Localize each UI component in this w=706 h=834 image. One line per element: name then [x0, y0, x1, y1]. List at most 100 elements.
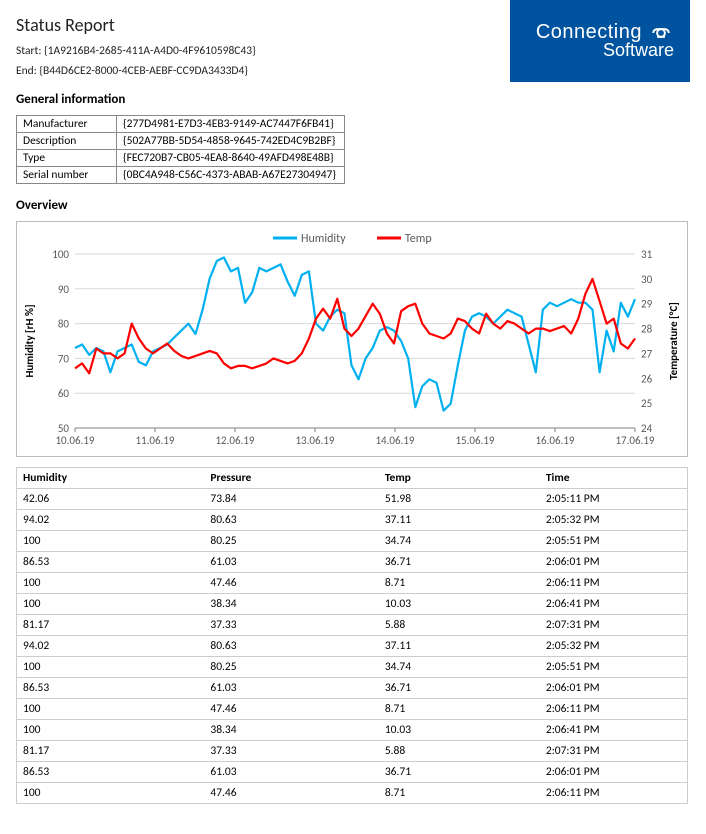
table-cell: 80.25: [204, 531, 378, 552]
table-cell: 47.46: [204, 783, 378, 804]
table-cell: 2:06:11 PM: [540, 573, 688, 594]
table-cell: 2:05:32 PM: [540, 510, 688, 531]
section-overview: Overview: [16, 198, 690, 213]
start-value: {1A9216B4-2685-411A-A4D0-4F9610598C43}: [44, 44, 256, 58]
table-cell: 61.03: [204, 678, 378, 699]
table-cell: 2:05:32 PM: [540, 636, 688, 657]
end-label: End:: [16, 64, 37, 78]
table-row: 10038.3410.032:06:41 PM: [17, 720, 688, 741]
table-row: 10047.468.712:06:11 PM: [17, 699, 688, 720]
table-row: 81.1737.335.882:07:31 PM: [17, 615, 688, 636]
table-cell: 2:05:51 PM: [540, 531, 688, 552]
table-cell: 47.46: [204, 699, 378, 720]
table-cell: 2:06:01 PM: [540, 762, 688, 783]
table-row: 86.5361.0336.712:06:01 PM: [17, 678, 688, 699]
table-cell: 5.88: [379, 615, 540, 636]
table-row: 81.1737.335.882:07:31 PM: [17, 741, 688, 762]
table-cell: 36.71: [379, 762, 540, 783]
table-cell: 8.71: [379, 783, 540, 804]
table-row: 86.5361.0336.712:06:01 PM: [17, 552, 688, 573]
table-cell: 2:05:11 PM: [540, 489, 688, 510]
table-cell: 10.03: [379, 720, 540, 741]
table-cell: 86.53: [17, 678, 205, 699]
table-cell: 51.98: [379, 489, 540, 510]
info-value: {277D4981-E7D3-4EB3-9149-AC7447F6FB41}: [117, 116, 345, 133]
svg-text:28: 28: [641, 323, 653, 336]
table-cell: 2:06:01 PM: [540, 678, 688, 699]
table-header: Humidity: [17, 468, 205, 489]
data-table: HumidityPressureTempTime42.0673.8451.982…: [16, 467, 688, 804]
table-cell: 2:06:11 PM: [540, 783, 688, 804]
logo-line2: Software: [603, 40, 674, 61]
info-label: Type: [17, 150, 117, 167]
info-label: Description: [17, 133, 117, 150]
table-cell: 94.02: [17, 636, 205, 657]
table-cell: 10.03: [379, 594, 540, 615]
svg-text:26: 26: [641, 372, 653, 385]
table-cell: 34.74: [379, 531, 540, 552]
svg-text:29: 29: [641, 298, 653, 311]
table-cell: 73.84: [204, 489, 378, 510]
table-cell: 100: [17, 531, 205, 552]
link-icon: [648, 24, 674, 42]
brand-logo: Connecting Software: [510, 0, 690, 82]
info-row: Type{FEC720B7-CB05-4EA8-8640-49AFD498E48…: [17, 150, 345, 167]
svg-text:80: 80: [58, 318, 70, 331]
table-row: 10047.468.712:06:11 PM: [17, 783, 688, 804]
info-row: Serial number{0BC4A948-C56C-4373-ABAB-A6…: [17, 167, 345, 184]
svg-text:100: 100: [52, 248, 69, 261]
table-header: Time: [540, 468, 688, 489]
table-cell: 80.63: [204, 510, 378, 531]
info-value: {502A77BB-5D54-4858-9645-742ED4C9B2BF}: [117, 133, 345, 150]
svg-text:10.06.19: 10.06.19: [55, 434, 94, 447]
table-cell: 2:06:41 PM: [540, 594, 688, 615]
info-value: {FEC720B7-CB05-4EA8-8640-49AFD498E48B}: [117, 150, 345, 167]
end-value: {B44D6CE2-8000-4CEB-AEBF-CC9DA3433D4}: [39, 64, 248, 78]
svg-text:17.06.19: 17.06.19: [615, 434, 654, 447]
svg-text:60: 60: [58, 387, 70, 400]
table-cell: 94.02: [17, 510, 205, 531]
svg-text:70: 70: [58, 352, 70, 365]
table-row: 86.5361.0336.712:06:01 PM: [17, 762, 688, 783]
svg-text:Temperature [°C]: Temperature [°C]: [667, 302, 680, 380]
table-cell: 86.53: [17, 552, 205, 573]
table-cell: 100: [17, 783, 205, 804]
table-cell: 34.74: [379, 657, 540, 678]
table-header: Temp: [379, 468, 540, 489]
table-cell: 100: [17, 573, 205, 594]
table-cell: 81.17: [17, 615, 205, 636]
svg-text:16.06.19: 16.06.19: [535, 434, 574, 447]
table-cell: 100: [17, 720, 205, 741]
section-general: General information: [16, 92, 690, 107]
info-row: Description{502A77BB-5D54-4858-9645-742E…: [17, 133, 345, 150]
table-cell: 80.25: [204, 657, 378, 678]
info-value: {0BC4A948-C56C-4373-ABAB-A67E27304947}: [117, 167, 345, 184]
table-header-row: HumidityPressureTempTime: [17, 468, 688, 489]
svg-text:27: 27: [641, 347, 653, 360]
info-label: Serial number: [17, 167, 117, 184]
table-row: 94.0280.6337.112:05:32 PM: [17, 510, 688, 531]
svg-text:90: 90: [58, 283, 70, 296]
table-cell: 2:07:31 PM: [540, 741, 688, 762]
table-cell: 100: [17, 699, 205, 720]
table-row: 10080.2534.742:05:51 PM: [17, 657, 688, 678]
svg-text:25: 25: [641, 397, 652, 410]
svg-text:11.06.19: 11.06.19: [135, 434, 174, 447]
table-row: 10038.3410.032:06:41 PM: [17, 594, 688, 615]
table-cell: 37.11: [379, 510, 540, 531]
table-row: 94.0280.6337.112:05:32 PM: [17, 636, 688, 657]
svg-text:30: 30: [641, 273, 653, 286]
svg-text:31: 31: [641, 248, 653, 261]
table-cell: 47.46: [204, 573, 378, 594]
table-cell: 8.71: [379, 699, 540, 720]
table-cell: 61.03: [204, 762, 378, 783]
info-table: Manufacturer{277D4981-E7D3-4EB3-9149-AC7…: [16, 115, 345, 184]
table-cell: 8.71: [379, 573, 540, 594]
table-cell: 2:07:31 PM: [540, 615, 688, 636]
svg-text:13.06.19: 13.06.19: [295, 434, 334, 447]
table-cell: 42.06: [17, 489, 205, 510]
table-cell: 38.34: [204, 720, 378, 741]
table-header: Pressure: [204, 468, 378, 489]
table-cell: 81.17: [17, 741, 205, 762]
table-row: 10047.468.712:06:11 PM: [17, 573, 688, 594]
